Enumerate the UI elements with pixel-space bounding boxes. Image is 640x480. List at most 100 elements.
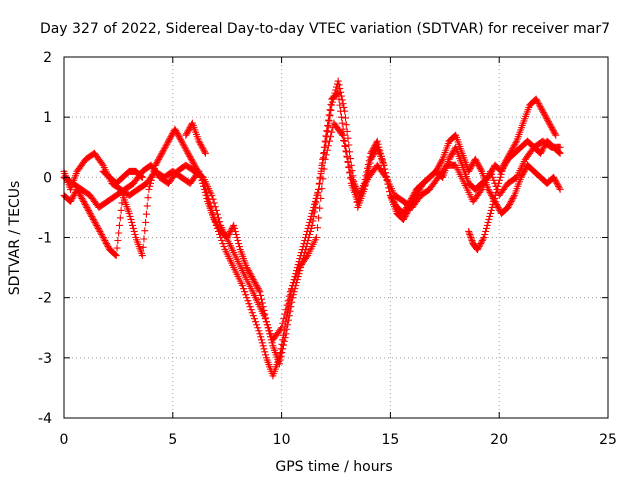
data-point xyxy=(181,143,189,151)
data-point xyxy=(174,131,182,139)
data-point xyxy=(315,214,323,222)
data-point xyxy=(290,279,298,287)
data-point xyxy=(284,316,292,324)
data-point xyxy=(284,321,292,329)
data-point xyxy=(276,356,284,364)
data-point xyxy=(301,249,309,257)
data-point xyxy=(259,342,267,350)
data-point xyxy=(323,127,331,135)
data-point xyxy=(507,148,515,156)
data-point xyxy=(311,208,319,216)
data-point xyxy=(211,203,219,211)
data-point xyxy=(173,130,181,138)
data-point xyxy=(436,160,444,168)
data-point xyxy=(488,170,496,178)
data-point xyxy=(288,298,296,306)
data-point xyxy=(246,270,254,278)
data-point xyxy=(146,179,154,187)
data-point xyxy=(486,167,494,175)
data-point xyxy=(546,121,554,129)
data-point xyxy=(363,168,371,176)
data-point xyxy=(543,115,551,123)
data-point xyxy=(321,155,329,163)
data-point xyxy=(233,234,241,241)
data-point xyxy=(125,209,133,217)
data-point xyxy=(401,212,409,220)
data-point xyxy=(87,211,95,219)
data-point xyxy=(314,190,322,198)
data-point xyxy=(99,234,107,241)
data-point xyxy=(95,226,103,234)
y-tick-label: -1 xyxy=(38,231,52,247)
data-point xyxy=(520,167,528,175)
data-point xyxy=(185,151,193,159)
data-point xyxy=(244,265,252,273)
data-point xyxy=(249,276,257,284)
data-point xyxy=(342,121,350,129)
data-point xyxy=(488,203,496,211)
data-point xyxy=(303,240,311,248)
data-point xyxy=(497,170,505,178)
data-point xyxy=(291,276,299,284)
data-point xyxy=(191,161,199,169)
data-point xyxy=(493,185,501,193)
data-point xyxy=(535,101,543,109)
data-point xyxy=(341,142,349,150)
data-point xyxy=(157,151,165,159)
data-point xyxy=(399,215,407,223)
data-point xyxy=(345,163,353,171)
data-point xyxy=(247,271,255,279)
data-point xyxy=(231,224,239,232)
data-point xyxy=(202,191,210,199)
data-point xyxy=(342,114,350,122)
data-point xyxy=(403,209,411,217)
data-point xyxy=(474,244,482,252)
data-point xyxy=(70,191,78,199)
data-point xyxy=(253,283,261,291)
data-point xyxy=(164,139,172,147)
data-point xyxy=(375,143,383,151)
data-point xyxy=(245,300,253,308)
y-tick-label: 0 xyxy=(43,170,52,186)
data-point xyxy=(324,127,332,135)
data-point xyxy=(501,158,509,166)
data-point xyxy=(285,292,293,300)
data-point xyxy=(284,297,292,305)
data-point xyxy=(277,325,285,333)
data-point xyxy=(214,214,222,222)
data-point xyxy=(89,215,97,223)
data-point xyxy=(369,145,377,153)
data-point xyxy=(540,109,548,117)
data-point xyxy=(283,325,291,333)
data-point xyxy=(311,197,319,205)
data-point xyxy=(178,137,186,145)
data-point xyxy=(189,158,197,166)
data-point xyxy=(550,175,558,183)
data-point xyxy=(243,294,251,302)
data-point xyxy=(251,279,259,287)
data-point xyxy=(472,157,480,165)
data-point xyxy=(252,280,260,288)
data-point xyxy=(243,264,251,272)
data-point xyxy=(140,235,148,243)
data-point xyxy=(93,223,101,231)
data-point xyxy=(101,237,109,245)
data-point xyxy=(477,166,485,174)
data-point xyxy=(180,142,188,150)
data-point xyxy=(493,202,501,210)
data-point xyxy=(304,237,312,245)
data-point xyxy=(227,226,235,234)
data-point xyxy=(255,327,263,335)
data-point xyxy=(508,196,516,204)
data-point xyxy=(187,155,195,163)
data-point xyxy=(278,324,286,332)
data-point xyxy=(91,218,99,226)
data-point xyxy=(467,163,475,171)
data-point xyxy=(478,238,486,246)
data-point xyxy=(67,196,75,204)
data-point xyxy=(471,155,479,163)
data-point xyxy=(311,203,319,211)
data-point xyxy=(211,217,219,225)
data-point xyxy=(283,301,291,309)
